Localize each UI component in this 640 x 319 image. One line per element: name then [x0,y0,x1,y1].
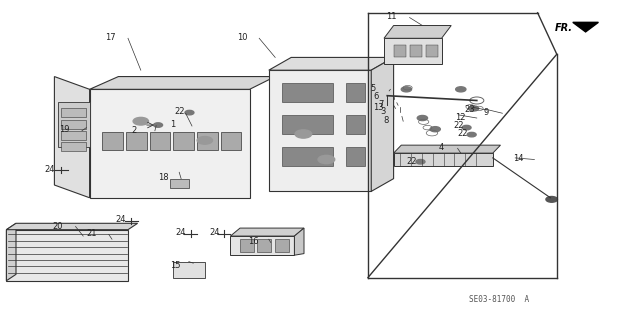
Circle shape [416,160,425,164]
Circle shape [185,110,194,115]
Polygon shape [394,153,493,166]
Text: SE03-81700  A: SE03-81700 A [469,295,529,304]
Polygon shape [61,142,86,151]
Circle shape [468,106,479,111]
Polygon shape [6,223,16,281]
Circle shape [401,87,412,92]
Polygon shape [58,102,90,147]
Polygon shape [257,239,271,252]
Polygon shape [126,132,147,150]
Circle shape [295,130,312,138]
Polygon shape [90,77,275,89]
Text: 24: 24 [115,215,125,224]
Polygon shape [426,45,438,57]
Text: 4: 4 [439,143,444,152]
Polygon shape [384,38,442,64]
Text: 23: 23 [465,105,475,114]
Polygon shape [170,179,189,188]
Text: 11: 11 [387,12,397,21]
Text: 22: 22 [458,130,468,138]
Text: 8: 8 [383,116,388,125]
Circle shape [417,115,428,121]
Circle shape [133,117,148,125]
Text: 12: 12 [456,113,466,122]
Polygon shape [394,45,406,57]
Polygon shape [61,120,86,129]
Polygon shape [282,115,333,134]
Text: 22: 22 [174,107,184,116]
Polygon shape [294,228,304,255]
Text: 19: 19 [59,125,69,134]
Polygon shape [173,262,205,278]
Polygon shape [269,70,371,191]
Text: 2: 2 [132,126,137,135]
Circle shape [467,132,476,137]
Polygon shape [371,57,394,191]
Text: 16: 16 [248,237,259,246]
Polygon shape [240,239,254,252]
Polygon shape [221,132,241,150]
Text: 3: 3 [380,107,385,115]
Circle shape [546,197,557,202]
Text: 22: 22 [454,121,464,130]
Polygon shape [230,228,304,236]
Polygon shape [282,147,333,166]
Text: 5: 5 [371,84,376,93]
Polygon shape [275,239,289,252]
Polygon shape [282,83,333,102]
Polygon shape [6,230,128,281]
Text: 1: 1 [170,120,175,129]
Polygon shape [346,115,365,134]
Polygon shape [61,108,86,117]
Polygon shape [269,57,394,70]
Polygon shape [90,89,250,198]
Text: 7: 7 [378,100,383,109]
Circle shape [318,155,335,164]
Circle shape [430,127,440,132]
Circle shape [154,123,163,127]
Circle shape [197,137,212,144]
Polygon shape [197,132,218,150]
Text: 24: 24 [45,165,55,174]
Polygon shape [150,132,170,150]
Circle shape [462,125,471,130]
Polygon shape [102,132,123,150]
Text: 6: 6 [374,92,379,101]
Text: 9: 9 [484,108,489,117]
Text: 20: 20 [52,222,63,231]
Polygon shape [394,145,500,153]
Polygon shape [230,236,294,255]
Circle shape [456,87,466,92]
Text: 24: 24 [175,228,186,237]
Polygon shape [346,147,365,166]
Text: 21: 21 [86,229,97,238]
Text: 24: 24 [209,228,220,237]
Polygon shape [61,131,86,140]
Text: FR.: FR. [555,23,573,33]
Text: 17: 17 [105,33,115,42]
Polygon shape [54,77,90,198]
Text: 15: 15 [170,261,180,270]
Text: 18: 18 [158,173,168,182]
Polygon shape [410,45,422,57]
Text: 10: 10 [237,33,247,41]
Text: 14: 14 [513,154,524,163]
Polygon shape [346,83,365,102]
Text: 13: 13 [373,103,383,112]
Text: 22: 22 [406,157,417,166]
Polygon shape [573,22,598,32]
Polygon shape [6,223,138,230]
Polygon shape [173,132,194,150]
Polygon shape [384,26,451,38]
